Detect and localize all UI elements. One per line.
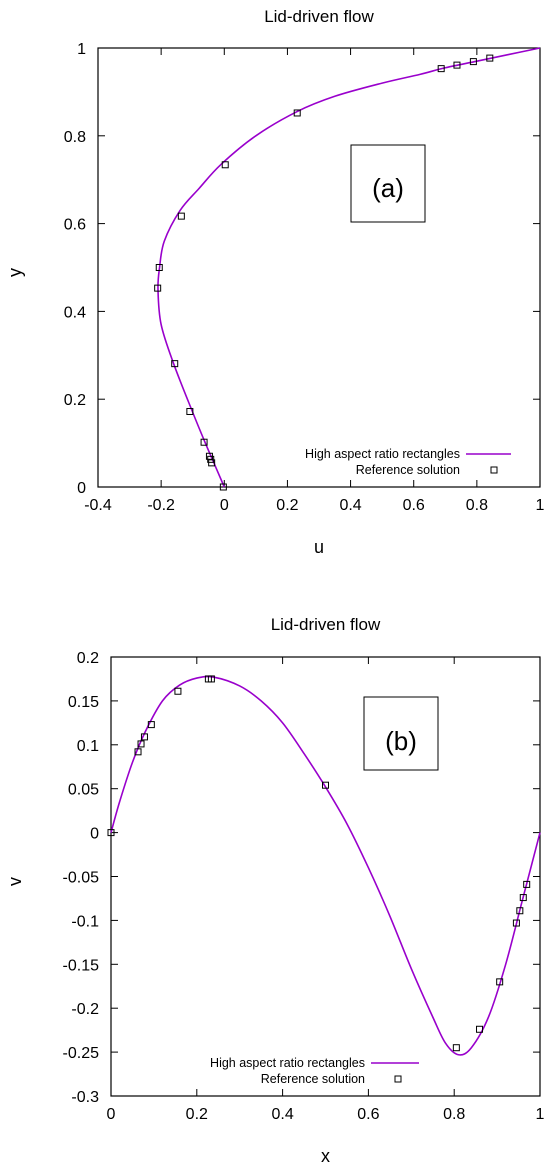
reference-point-marker (437, 65, 445, 73)
x-tick-label: 1 (536, 497, 545, 514)
reference-point-marker (140, 733, 148, 741)
reference-point-marker (155, 264, 163, 271)
x-axis-label: x (321, 1146, 330, 1166)
reference-point-marker (134, 748, 142, 756)
x-tick-label: 0.4 (339, 497, 361, 514)
legend-marker-swatch (490, 466, 498, 474)
reference-point-marker (322, 781, 329, 789)
y-tick-label: -0.2 (71, 1001, 99, 1018)
x-tick-label: 0 (107, 1106, 116, 1123)
y-tick-label: 0.05 (68, 782, 99, 799)
x-tick-label: -0.2 (147, 497, 175, 514)
x-tick-label: 0.6 (357, 1106, 379, 1123)
legend-label-line: High aspect ratio rectangles (305, 447, 460, 461)
reference-point-marker (453, 61, 461, 69)
y-tick-label: 1 (77, 41, 86, 58)
y-tick-label: 0.2 (64, 392, 86, 409)
y-tick-label: -0.3 (71, 1089, 99, 1106)
reference-point-marker (293, 109, 301, 117)
x-tick-label: 0.2 (276, 497, 298, 514)
x-tick-label: 0.8 (466, 497, 488, 514)
y-tick-label: 0.4 (64, 304, 86, 321)
y-tick-label: -0.25 (63, 1045, 100, 1062)
chart-title: Lid-driven flow (271, 615, 381, 634)
legend-label-marker: Reference solution (261, 1072, 365, 1086)
y-tick-label: -0.15 (63, 957, 100, 974)
reference-point-marker (205, 452, 213, 460)
chart-panel-a: Lid-driven flow -0.4 -0.2 0 0.2 0.4 0.6 0.8 1 0 0.… (5, 7, 545, 557)
x-axis-label: u (314, 537, 324, 557)
legend-label-marker: Reference solution (356, 463, 460, 477)
reference-point-marker (523, 880, 531, 888)
x-tick-label: 0.2 (186, 1106, 208, 1123)
y-tick-label: 0 (90, 826, 99, 843)
reference-point-marker (171, 360, 179, 368)
chart-panel-b: Lid-driven flow 0 0.2 0.4 0.6 0.8 1 -0.3 -0.25 -0… (5, 615, 545, 1166)
reference-point-marker (177, 212, 185, 220)
reference-point-marker (519, 894, 527, 902)
reference-point-marker (512, 919, 520, 927)
reference-point-marker (186, 407, 194, 415)
reference-point-marker (516, 907, 524, 915)
reference-point-marker (137, 740, 145, 748)
legend-marker-swatch (394, 1075, 402, 1083)
panel-label-box (363, 696, 439, 771)
panel-label: (b) (385, 726, 417, 756)
reference-point-marker (452, 1044, 460, 1052)
series-line-high-aspect-ratio-rectangles (110, 675, 541, 1056)
x-tick-label: 1 (536, 1106, 545, 1123)
reference-point-marker (147, 721, 155, 729)
panel-label-box (350, 144, 426, 223)
y-tick-label: -0.05 (63, 870, 100, 887)
reference-point-marker (107, 829, 115, 837)
x-tick-label: 0.6 (403, 497, 425, 514)
reference-point-marker (476, 1025, 484, 1033)
reference-point-marker (221, 161, 229, 169)
plot-frame (110, 656, 541, 1097)
y-tick-label: 0.8 (64, 129, 86, 146)
y-tick-label: 0 (77, 480, 86, 497)
reference-point-marker (200, 438, 208, 446)
reference-point-marker (486, 54, 494, 62)
x-tick-label: 0 (220, 497, 229, 514)
panel-label: (a) (372, 173, 404, 203)
reference-point-marker (208, 459, 216, 467)
reference-point-marker (207, 675, 215, 683)
y-tick-label: 0.6 (64, 217, 86, 234)
legend-label-line: High aspect ratio rectangles (210, 1056, 365, 1070)
y-tick-label: -0.1 (71, 913, 99, 930)
y-tick-label: 0.1 (77, 738, 99, 755)
y-axis-label: v (5, 877, 25, 886)
reference-point-marker (469, 58, 477, 66)
x-tick-label: 0.4 (271, 1106, 293, 1123)
reference-point-marker (154, 284, 162, 292)
chart-title: Lid-driven flow (264, 7, 374, 26)
series-line-high-aspect-ratio-rectangles (157, 47, 541, 488)
y-tick-label: 0.15 (68, 694, 99, 711)
y-tick-label: 0.2 (77, 650, 99, 667)
x-tick-label: 0.8 (443, 1106, 465, 1123)
reference-point-marker (174, 687, 182, 695)
y-axis-label: y (5, 268, 25, 277)
reference-point-marker (496, 978, 504, 986)
x-tick-label: -0.4 (84, 497, 112, 514)
reference-point-marker (219, 483, 227, 491)
plot-frame (97, 47, 541, 488)
